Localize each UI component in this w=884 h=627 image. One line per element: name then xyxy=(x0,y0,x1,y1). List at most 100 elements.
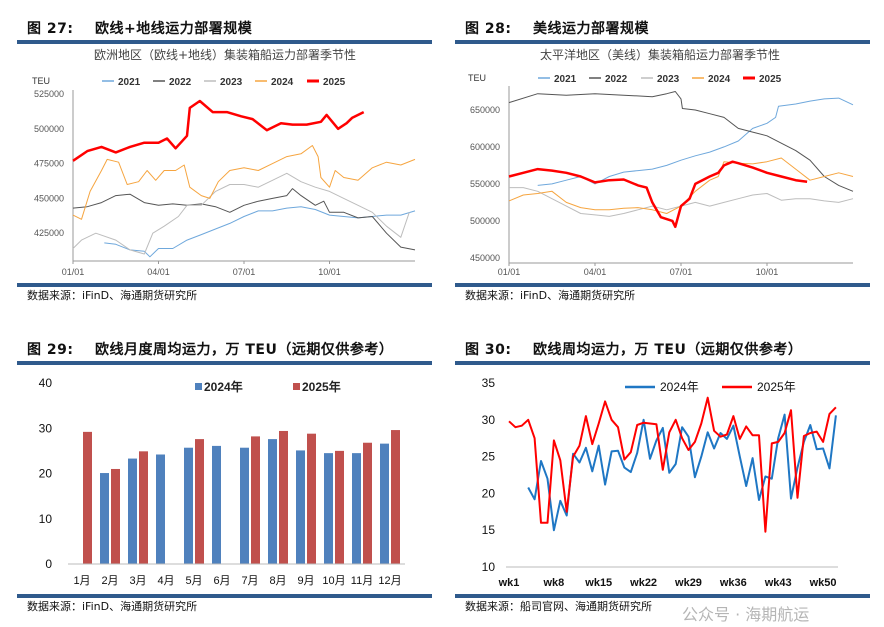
x-tick-label: wk22 xyxy=(629,577,657,589)
y-axis-unit: TEU xyxy=(468,73,486,83)
bar-2024年-10月 xyxy=(324,453,333,564)
bar-2025年-10月 xyxy=(335,450,344,564)
bar-2024年-3月 xyxy=(128,458,137,564)
y-tick-label: 0 xyxy=(45,557,52,571)
x-category-label: 10月 xyxy=(322,575,345,587)
x-tick-label: 10/01 xyxy=(318,267,341,277)
x-category-label: 12月 xyxy=(378,575,401,587)
legend-swatch-2025年 xyxy=(293,383,300,390)
divider xyxy=(17,283,432,287)
y-tick-label: 525000 xyxy=(34,89,64,99)
x-tick-label: wk36 xyxy=(719,577,747,589)
divider xyxy=(17,361,432,365)
chart-27-subtitle: 欧洲地区（欧线+地线）集装箱船运力部署季节性 xyxy=(93,48,357,62)
legend-swatch-2024年 xyxy=(195,383,202,390)
bar-2025年-5月 xyxy=(195,439,204,564)
figure-title-text: 欧线周均运力，万 TEU（远期仅供参考） xyxy=(533,342,803,358)
y-tick-label: 25 xyxy=(482,450,496,464)
legend-label-2022: 2022 xyxy=(605,74,628,85)
legend-label-2024: 2024 xyxy=(708,74,731,85)
bar-2024年-9月 xyxy=(296,450,305,564)
y-tick-label: 475000 xyxy=(34,159,64,169)
figure-27-title: 图 27: 欧线+地线运力部署规模 xyxy=(27,18,252,38)
figure-title-text: 欧线月度周均运力，万 TEU（远期仅供参考） xyxy=(95,342,394,358)
y-tick-label: 650000 xyxy=(470,105,500,115)
figure-28-source: 数据来源：iFinD、海通期货研究所 xyxy=(465,289,636,302)
x-tick-label: 10/01 xyxy=(756,267,779,277)
bar-2024年-12月 xyxy=(380,443,389,564)
y-tick-label: 35 xyxy=(482,376,496,390)
x-tick-label: wk50 xyxy=(809,577,837,589)
bar-2024年-11月 xyxy=(352,453,361,564)
x-tick-label: 07/01 xyxy=(670,267,693,277)
y-tick-label: 30 xyxy=(39,421,53,435)
x-tick-label: wk43 xyxy=(764,577,792,589)
series-line-2024 xyxy=(72,145,416,220)
chart-28-subtitle: 太平洋地区（美线）集装箱船运力部署季节性 xyxy=(539,48,781,62)
x-category-label: 1月 xyxy=(73,575,90,587)
figure-label: 图 28: xyxy=(465,21,512,37)
divider xyxy=(455,40,870,44)
y-tick-label: 425000 xyxy=(34,228,64,238)
series-line-2025 xyxy=(72,99,365,162)
y-tick-label: 10 xyxy=(39,512,53,526)
legend-label-2024年: 2024年 xyxy=(204,379,243,394)
bar-2025年-9月 xyxy=(307,433,316,564)
legend-label-2021: 2021 xyxy=(118,77,141,88)
y-tick-label: 600000 xyxy=(470,142,500,152)
legend-label-2023: 2023 xyxy=(220,77,243,88)
bar-2025年-1月 xyxy=(83,431,92,564)
x-tick-label: 07/01 xyxy=(233,267,256,277)
x-category-label: 2月 xyxy=(101,575,118,587)
legend-label-2025年: 2025年 xyxy=(757,380,796,394)
bar-2025年-7月 xyxy=(251,436,260,564)
x-category-label: 11月 xyxy=(351,575,373,587)
x-tick-label: wk29 xyxy=(674,577,702,589)
series-line-2023 xyxy=(509,187,854,217)
x-tick-label: 04/01 xyxy=(147,267,170,277)
figure-29-title: 图 29: 欧线月度周均运力，万 TEU（远期仅供参考） xyxy=(27,339,393,359)
series-line-2021 xyxy=(104,206,416,258)
y-tick-label: 500000 xyxy=(470,216,500,226)
figure-27-source: 数据来源：iFinD、海通期货研究所 xyxy=(27,289,198,302)
bar-2025年-12月 xyxy=(391,430,400,564)
bar-2024年-2月 xyxy=(100,473,109,564)
legend-label-2025年: 2025年 xyxy=(302,379,341,394)
x-category-label: 5月 xyxy=(185,575,202,587)
series-line-2025年 xyxy=(508,396,837,533)
divider xyxy=(455,361,870,365)
x-tick-label: wk1 xyxy=(498,577,520,589)
x-tick-label: 01/01 xyxy=(498,267,521,277)
figure-label: 图 29: xyxy=(27,342,74,358)
divider xyxy=(17,594,432,598)
x-tick-label: 01/01 xyxy=(62,267,85,277)
series-line-2024年 xyxy=(527,413,837,532)
divider xyxy=(455,283,870,287)
divider xyxy=(17,40,432,44)
x-category-label: 4月 xyxy=(157,575,174,587)
x-category-label: 8月 xyxy=(269,575,286,587)
bar-2024年-8月 xyxy=(268,439,277,564)
bar-2024年-5月 xyxy=(184,447,193,564)
bar-2025年-2月 xyxy=(111,468,120,564)
x-category-label: 6月 xyxy=(213,575,230,587)
legend-label-2024: 2024 xyxy=(271,77,294,88)
divider xyxy=(455,594,870,598)
figure-30-source: 数据来源：船司官网、海通期货研究所 xyxy=(465,600,652,613)
x-tick-label: wk8 xyxy=(542,577,564,589)
y-tick-label: 15 xyxy=(482,523,496,537)
figure-29-source: 数据来源：iFinD、海通期货研究所 xyxy=(27,600,198,613)
series-line-2021 xyxy=(537,97,854,186)
legend-label-2023: 2023 xyxy=(657,74,680,85)
y-tick-label: 40 xyxy=(39,376,53,390)
series-line-2022 xyxy=(72,188,416,251)
bar-2025年-3月 xyxy=(139,451,148,564)
legend-label-2025: 2025 xyxy=(759,74,782,85)
y-tick-label: 550000 xyxy=(470,179,500,189)
bar-2024年-7月 xyxy=(240,447,249,564)
series-line-2022 xyxy=(508,91,854,192)
x-category-label: 7月 xyxy=(241,575,258,587)
bar-2025年-11月 xyxy=(363,442,372,564)
x-category-label: 3月 xyxy=(129,575,146,587)
